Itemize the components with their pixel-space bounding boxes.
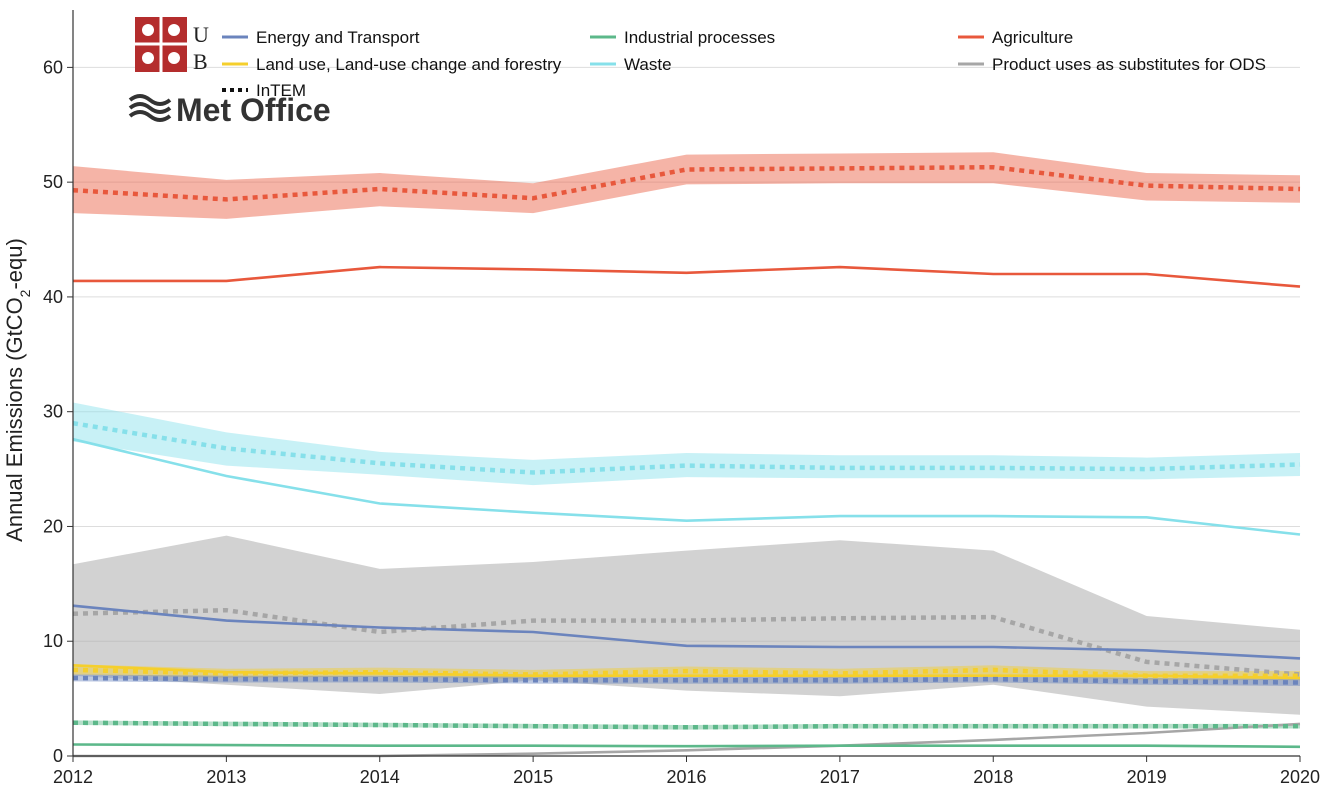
- ytick-label-20: 20: [43, 516, 63, 536]
- xtick-label-2014: 2014: [360, 767, 400, 787]
- line-inventory-waste: [72, 437, 1301, 536]
- university-crest-logo: U B: [135, 17, 209, 74]
- legend-label-product-uses-as-substitutes-for-ods: Product uses as substitutes for ODS: [992, 55, 1266, 74]
- crest-emblem-4: [168, 52, 180, 64]
- xtick-label-2017: 2017: [820, 767, 860, 787]
- band-waste: [73, 402, 1300, 486]
- ytick-label-40: 40: [43, 287, 63, 307]
- ytick-label-0: 0: [53, 746, 63, 766]
- line-inventory-energy-and-transport: [72, 604, 1301, 660]
- y-axis-label: Annual Emissions (GtCO2-equ): [2, 238, 33, 542]
- axes: 0 10 20 30 40 50 60 2012 2013 2014 2015 2016 2017 201…: [43, 10, 1320, 787]
- crest-emblem-2: [168, 24, 180, 36]
- ytick-label-10: 10: [43, 631, 63, 651]
- university-text-2: B: [193, 49, 208, 74]
- met-office-text: Met Office: [176, 92, 331, 128]
- legend-label-agriculture: Agriculture: [992, 28, 1073, 47]
- legend-label-energy-and-transport: Energy and Transport: [256, 28, 420, 47]
- crest-emblem-3: [142, 52, 154, 64]
- line-inventory-industrial-processes: [72, 743, 1301, 749]
- met-office-logo: Met Office: [128, 92, 331, 128]
- series-lines: [72, 164, 1301, 758]
- y-axis-label-subscript: 2: [17, 289, 33, 297]
- legend: Energy and Transport Industrial processes…: [222, 28, 1266, 100]
- xtick-label-2018: 2018: [973, 767, 1013, 787]
- y-axis-label-suffix: -equ): [2, 238, 27, 289]
- y-axis-label-main: Annual Emissions (GtCO: [2, 297, 27, 542]
- xtick-label-2013: 2013: [206, 767, 246, 787]
- university-text-1: U: [193, 22, 209, 47]
- legend-label-industrial-processes: Industrial processes: [624, 28, 775, 47]
- legend-label-waste: Waste: [624, 55, 672, 74]
- xtick-label-2012: 2012: [53, 767, 93, 787]
- line-intem-agriculture: [72, 164, 1301, 202]
- line-intem-land-use-land-use-change-and-forestry: [72, 667, 1300, 678]
- band-product-uses-as-substitutes-for-ods: [73, 535, 1300, 715]
- line-inventory-agriculture: [73, 265, 1301, 288]
- line-intem-energy-and-transport: [72, 675, 1301, 685]
- band-agriculture: [73, 152, 1300, 219]
- legend-label-land-use-land-use-change-and-forestry: Land use, Land-use change and forestry: [256, 55, 562, 74]
- ytick-label-30: 30: [43, 402, 63, 422]
- line-intem-industrial-processes: [72, 720, 1300, 730]
- crest-emblem-1: [142, 24, 154, 36]
- xtick-label-2020: 2020: [1280, 767, 1320, 787]
- legend-label-intem: InTEM: [256, 81, 306, 100]
- logos: U B Met Office: [128, 17, 331, 128]
- uncertainty-bands: [73, 152, 1300, 730]
- ytick-label-50: 50: [43, 172, 63, 192]
- xtick-label-2016: 2016: [666, 767, 706, 787]
- xtick-label-2019: 2019: [1127, 767, 1167, 787]
- xtick-label-2015: 2015: [513, 767, 553, 787]
- met-office-waves-icon: [128, 94, 172, 122]
- ytick-label-60: 60: [43, 57, 63, 77]
